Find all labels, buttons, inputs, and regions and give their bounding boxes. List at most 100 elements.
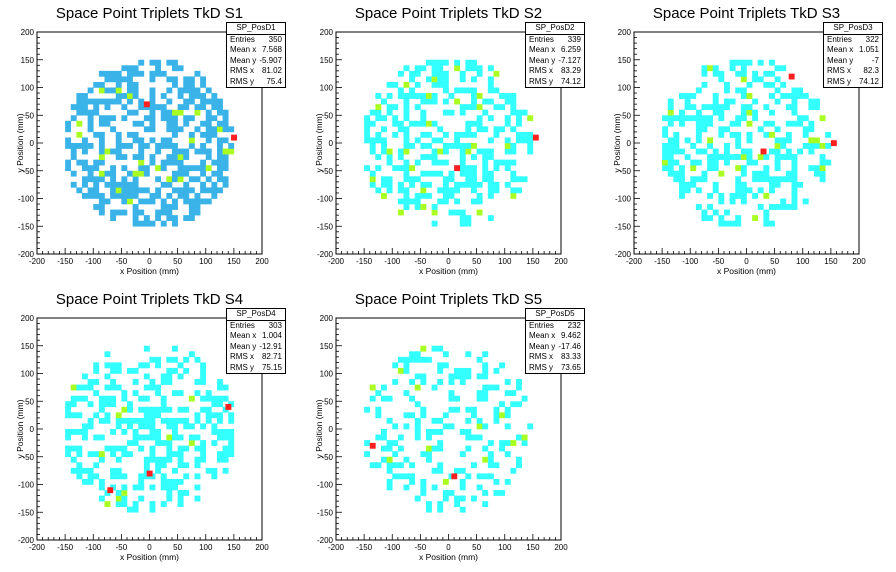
heatmap-cell — [115, 98, 122, 105]
heatmap-cell — [718, 131, 725, 138]
heatmap-cell — [459, 154, 466, 160]
heatmap-cell — [493, 131, 500, 138]
heatmap-cell — [437, 59, 444, 66]
heatmap-plot: -200 -150 -100 -50 0 50 100 150 200-200-150-100-… — [612, 28, 866, 276]
heatmap-cell — [177, 462, 184, 469]
x-tick-label: -100 — [384, 257, 401, 266]
heatmap-cell — [110, 192, 117, 199]
heatmap-cell — [183, 490, 190, 496]
heatmap-cell — [465, 87, 472, 94]
stats-key: RMS x — [230, 66, 254, 75]
heatmap-cell — [510, 440, 517, 446]
heatmap-cell — [217, 143, 223, 149]
heatmap-cell — [482, 384, 489, 391]
heatmap-cell — [510, 159, 517, 166]
heatmap-cell — [143, 384, 150, 391]
heatmap-cell — [386, 445, 393, 452]
heatmap-cell — [160, 401, 167, 408]
heatmap-cell — [409, 351, 416, 358]
heatmap-cell — [426, 192, 432, 199]
heatmap-cell — [459, 451, 466, 458]
y-tick-label: -200 — [18, 250, 35, 259]
heatmap-plot: -200 -150 -100 -50 0 50 100 150 200-200-150-100-… — [314, 28, 568, 276]
heatmap-cell — [673, 137, 680, 144]
heatmap-cell — [459, 76, 466, 83]
heatmap-cell — [110, 70, 117, 77]
heatmap-cell — [121, 115, 128, 122]
heatmap-cell — [132, 204, 139, 210]
heatmap-cell — [487, 192, 494, 199]
heatmap-cell — [217, 187, 223, 194]
heatmap-cell — [701, 120, 708, 127]
x-axis-label: x Position (mm) — [717, 266, 776, 276]
y-tick-label: 150 — [21, 342, 35, 351]
heatmap-cell — [740, 109, 747, 116]
heatmap-cell — [127, 65, 133, 72]
heatmap-cell — [729, 154, 736, 160]
heatmap-cell — [448, 406, 455, 413]
x-tick-label: 50 — [472, 257, 481, 266]
x-tick-label: 0 — [744, 257, 749, 266]
heatmap-cell — [752, 159, 759, 166]
heatmap-cell — [493, 412, 500, 419]
heatmap-cell — [735, 131, 742, 138]
heatmap-cell — [82, 93, 88, 99]
heatmap-cell — [757, 176, 764, 183]
heatmap-cell — [431, 65, 438, 72]
heatmap-cell — [369, 137, 376, 144]
heatmap-cell — [785, 170, 792, 177]
heatmap-cell — [127, 98, 133, 105]
heatmap-cell — [375, 412, 382, 419]
heatmap-cell — [442, 143, 449, 149]
heatmap-cell — [166, 417, 173, 424]
heatmap-cell — [465, 165, 472, 172]
heatmap-cell — [172, 120, 178, 127]
heatmap-cell — [132, 434, 139, 441]
heatmap-cell — [188, 165, 195, 172]
heatmap-cell — [493, 478, 500, 485]
heatmap-cell — [482, 390, 489, 396]
heatmap-cell — [476, 104, 483, 110]
heatmap-cell — [211, 429, 218, 435]
heatmap-cell — [211, 423, 218, 430]
heatmap-cell — [487, 137, 494, 144]
heatmap-cell — [465, 148, 472, 155]
heatmap-cell — [679, 170, 685, 177]
heatmap-cell — [183, 154, 190, 160]
heatmap-cell — [217, 148, 223, 155]
heatmap-cell — [222, 456, 229, 463]
heatmap-cell — [808, 148, 815, 155]
heatmap-cell — [155, 59, 162, 66]
heatmap-cell — [138, 143, 145, 149]
heatmap-cell — [76, 473, 83, 480]
heatmap-cell — [82, 478, 88, 485]
heatmap-cell — [160, 165, 167, 172]
heatmap-cell — [465, 417, 472, 424]
heatmap-cell — [442, 198, 449, 205]
heatmap-cell — [426, 429, 432, 435]
heatmap-cell — [673, 176, 680, 183]
heatmap-cell — [791, 187, 798, 194]
heatmap-cell — [712, 65, 719, 72]
stats-name: SP_PosD2 — [526, 23, 584, 35]
heatmap-cell — [177, 373, 184, 380]
heatmap-cell — [814, 104, 820, 110]
heatmap-cell — [143, 165, 150, 172]
heatmap-cell — [104, 417, 111, 424]
x-tick-label: -100 — [682, 257, 699, 266]
heatmap-cell — [160, 109, 167, 116]
heatmap-cell — [381, 445, 387, 452]
heatmap-cell — [386, 440, 393, 446]
heatmap-cell — [735, 87, 742, 94]
heatmap-cell — [138, 137, 145, 144]
heatmap-cell — [701, 65, 708, 72]
x-tick-label: 200 — [554, 543, 568, 552]
heatmap-cell — [110, 98, 117, 105]
heatmap-cell — [465, 434, 472, 441]
heatmap-cell — [110, 176, 117, 183]
heatmap-cell — [149, 451, 156, 458]
heatmap-cell — [155, 412, 162, 419]
heatmap-cell — [482, 98, 489, 105]
heatmap-cell — [397, 70, 404, 77]
x-tick-label: 0 — [446, 257, 451, 266]
